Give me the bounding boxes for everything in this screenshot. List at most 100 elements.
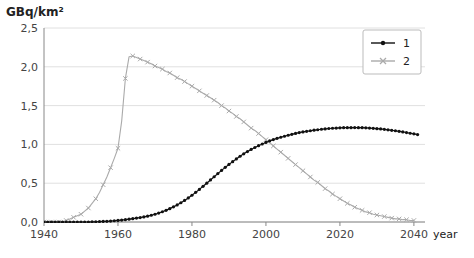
point	[242, 120, 246, 124]
point	[227, 163, 230, 166]
point-stroke	[175, 75, 179, 79]
point	[71, 215, 75, 219]
point	[201, 185, 204, 188]
point-stroke	[116, 146, 120, 150]
point-stroke	[256, 131, 260, 135]
point-stroke	[404, 217, 408, 221]
point-stroke	[293, 162, 297, 166]
point	[398, 130, 401, 133]
point	[264, 141, 267, 144]
series-line	[44, 128, 418, 222]
point	[394, 129, 397, 132]
point	[205, 182, 208, 185]
point-stroke	[131, 54, 135, 58]
point	[116, 219, 119, 222]
point-stroke	[242, 120, 246, 124]
point-stroke	[86, 206, 90, 210]
point	[123, 76, 127, 80]
point-stroke	[227, 109, 231, 113]
point	[412, 132, 415, 135]
grid-line	[44, 105, 425, 106]
point	[190, 84, 194, 88]
point	[224, 166, 227, 169]
tick-label: 2040	[400, 228, 428, 241]
point	[312, 129, 315, 132]
point-stroke	[338, 197, 342, 201]
point	[250, 148, 253, 151]
point	[338, 126, 341, 129]
point	[79, 212, 83, 216]
point-stroke	[308, 175, 312, 179]
tick-mark	[191, 222, 192, 226]
point-stroke	[345, 201, 349, 205]
point	[390, 216, 394, 220]
point	[279, 136, 282, 139]
point	[142, 215, 145, 218]
point-stroke	[94, 197, 98, 201]
tick-mark	[413, 222, 414, 226]
point	[57, 220, 60, 223]
point	[53, 220, 56, 223]
point	[46, 220, 49, 223]
point	[190, 194, 193, 197]
point	[353, 205, 357, 209]
point	[205, 93, 209, 97]
point-stroke	[212, 98, 216, 102]
point	[194, 191, 197, 194]
point-stroke	[271, 144, 275, 148]
plot-area	[44, 54, 419, 223]
point-stroke	[286, 156, 290, 160]
point-stroke	[219, 103, 223, 107]
point	[361, 126, 364, 129]
point	[139, 216, 142, 219]
point	[105, 220, 108, 223]
point	[353, 126, 356, 129]
point	[238, 155, 241, 158]
point	[101, 183, 105, 187]
point-stroke	[219, 103, 223, 107]
point-stroke	[397, 217, 401, 221]
point-stroke	[323, 186, 327, 190]
point-stroke	[249, 126, 253, 130]
x-axis: 194019601980200020202040	[30, 222, 428, 241]
point	[138, 57, 142, 61]
point-stroke	[301, 169, 305, 173]
point-stroke	[316, 180, 320, 184]
point	[316, 128, 319, 131]
point	[279, 150, 283, 154]
point-stroke	[271, 144, 275, 148]
legend-label: 1	[403, 37, 410, 50]
point-stroke	[153, 64, 157, 68]
point	[409, 132, 412, 135]
point	[65, 220, 68, 223]
point	[330, 192, 334, 196]
point-stroke	[390, 216, 394, 220]
tick-label: 1,0	[21, 138, 39, 151]
point	[375, 127, 378, 130]
point-stroke	[153, 64, 157, 68]
point	[219, 103, 223, 107]
point-stroke	[249, 126, 253, 130]
point-stroke	[360, 208, 364, 212]
point-stroke	[323, 186, 327, 190]
point	[293, 162, 297, 166]
point	[64, 218, 68, 222]
point	[86, 206, 90, 210]
point-stroke	[382, 214, 386, 218]
tick-label: 1980	[178, 228, 206, 241]
point-stroke	[101, 183, 105, 187]
point	[324, 127, 327, 130]
point-stroke	[182, 79, 186, 83]
point-stroke	[279, 150, 283, 154]
point	[283, 135, 286, 138]
point-stroke	[330, 192, 334, 196]
point	[231, 160, 234, 163]
point-stroke	[197, 89, 201, 93]
point-stroke	[175, 75, 179, 79]
point	[416, 133, 419, 136]
point-stroke	[397, 217, 401, 221]
point-stroke	[131, 54, 135, 58]
x-axis-label: year	[433, 228, 458, 241]
point	[168, 71, 172, 75]
point	[345, 201, 349, 205]
